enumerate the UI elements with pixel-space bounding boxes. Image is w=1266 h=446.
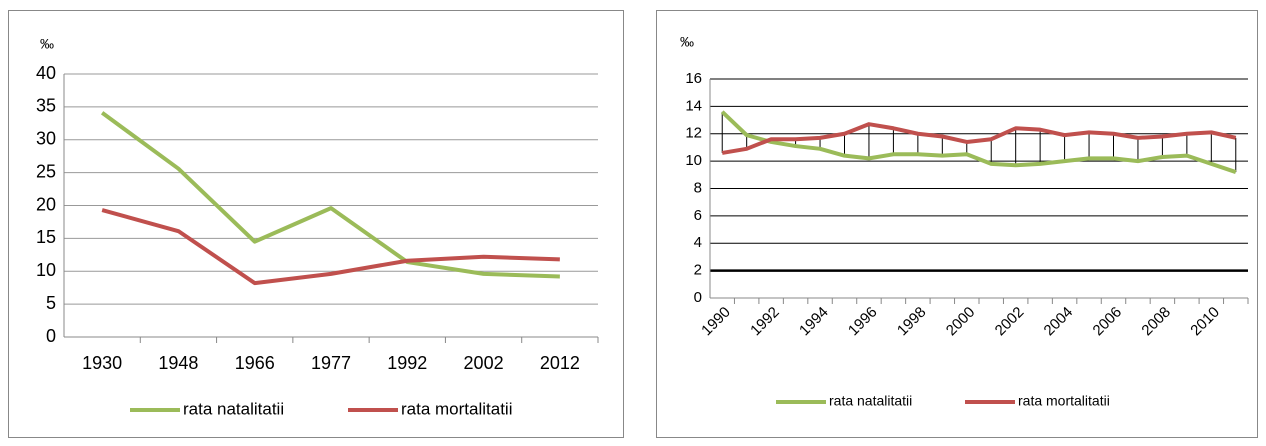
legend-label: rata mortalitatii [401, 399, 512, 418]
x-tick-label: 1992 [747, 304, 783, 340]
x-tick-label: 1996 [845, 304, 881, 340]
y-tick-label: 35 [36, 96, 56, 116]
y-tick-label: 16 [685, 70, 702, 87]
legend-label: rata natalitatii [829, 393, 912, 409]
y-tick-label: 4 [694, 234, 702, 251]
x-tick-label: 1998 [894, 304, 930, 340]
x-tick-label: 1977 [311, 353, 351, 373]
y-tick-label: 14 [685, 97, 702, 114]
series-line [101, 208, 560, 286]
series-line [100, 111, 560, 279]
x-tick-label: 1992 [387, 353, 427, 373]
x-tick-label: 1966 [235, 353, 275, 373]
series-line [720, 110, 1237, 174]
x-tick-label: 1990 [698, 304, 734, 340]
y-axis-label: ‰ [40, 36, 54, 52]
y-tick-label: 30 [36, 129, 56, 149]
x-tick-label: 2000 [943, 304, 979, 340]
y-tick-label: 2 [694, 262, 702, 279]
series-line [721, 122, 1237, 155]
x-tick-label: 2012 [540, 353, 580, 373]
x-tick-label: 1948 [158, 353, 198, 373]
chart-frame [656, 10, 1258, 438]
y-tick-label: 15 [36, 227, 56, 247]
y-tick-label: 25 [36, 161, 56, 181]
y-tick-label: 20 [36, 194, 56, 214]
y-tick-label: 5 [46, 293, 56, 313]
y-tick-label: 0 [46, 326, 56, 346]
y-tick-label: 8 [694, 179, 702, 196]
y-tick-label: 10 [36, 260, 56, 280]
y-tick-label: 40 [36, 63, 56, 83]
x-tick-label: 2004 [1041, 304, 1077, 340]
x-tick-label: 2008 [1138, 304, 1174, 340]
y-axis-label: ‰ [680, 34, 694, 50]
legend-label: rata natalitatii [183, 399, 284, 418]
x-tick-label: 2010 [1187, 304, 1223, 340]
legend-label: rata mortalitatii [1018, 393, 1110, 409]
x-tick-label: 2002 [464, 353, 504, 373]
y-tick-label: 0 [694, 289, 702, 306]
y-tick-label: 6 [694, 207, 702, 224]
x-tick-label: 1930 [82, 353, 122, 373]
x-tick-label: 2002 [992, 304, 1028, 340]
chart-frame [8, 10, 624, 438]
x-tick-label: 2006 [1090, 304, 1126, 340]
y-tick-label: 10 [685, 152, 702, 169]
y-tick-label: 12 [685, 125, 702, 142]
x-tick-label: 1994 [796, 304, 832, 340]
